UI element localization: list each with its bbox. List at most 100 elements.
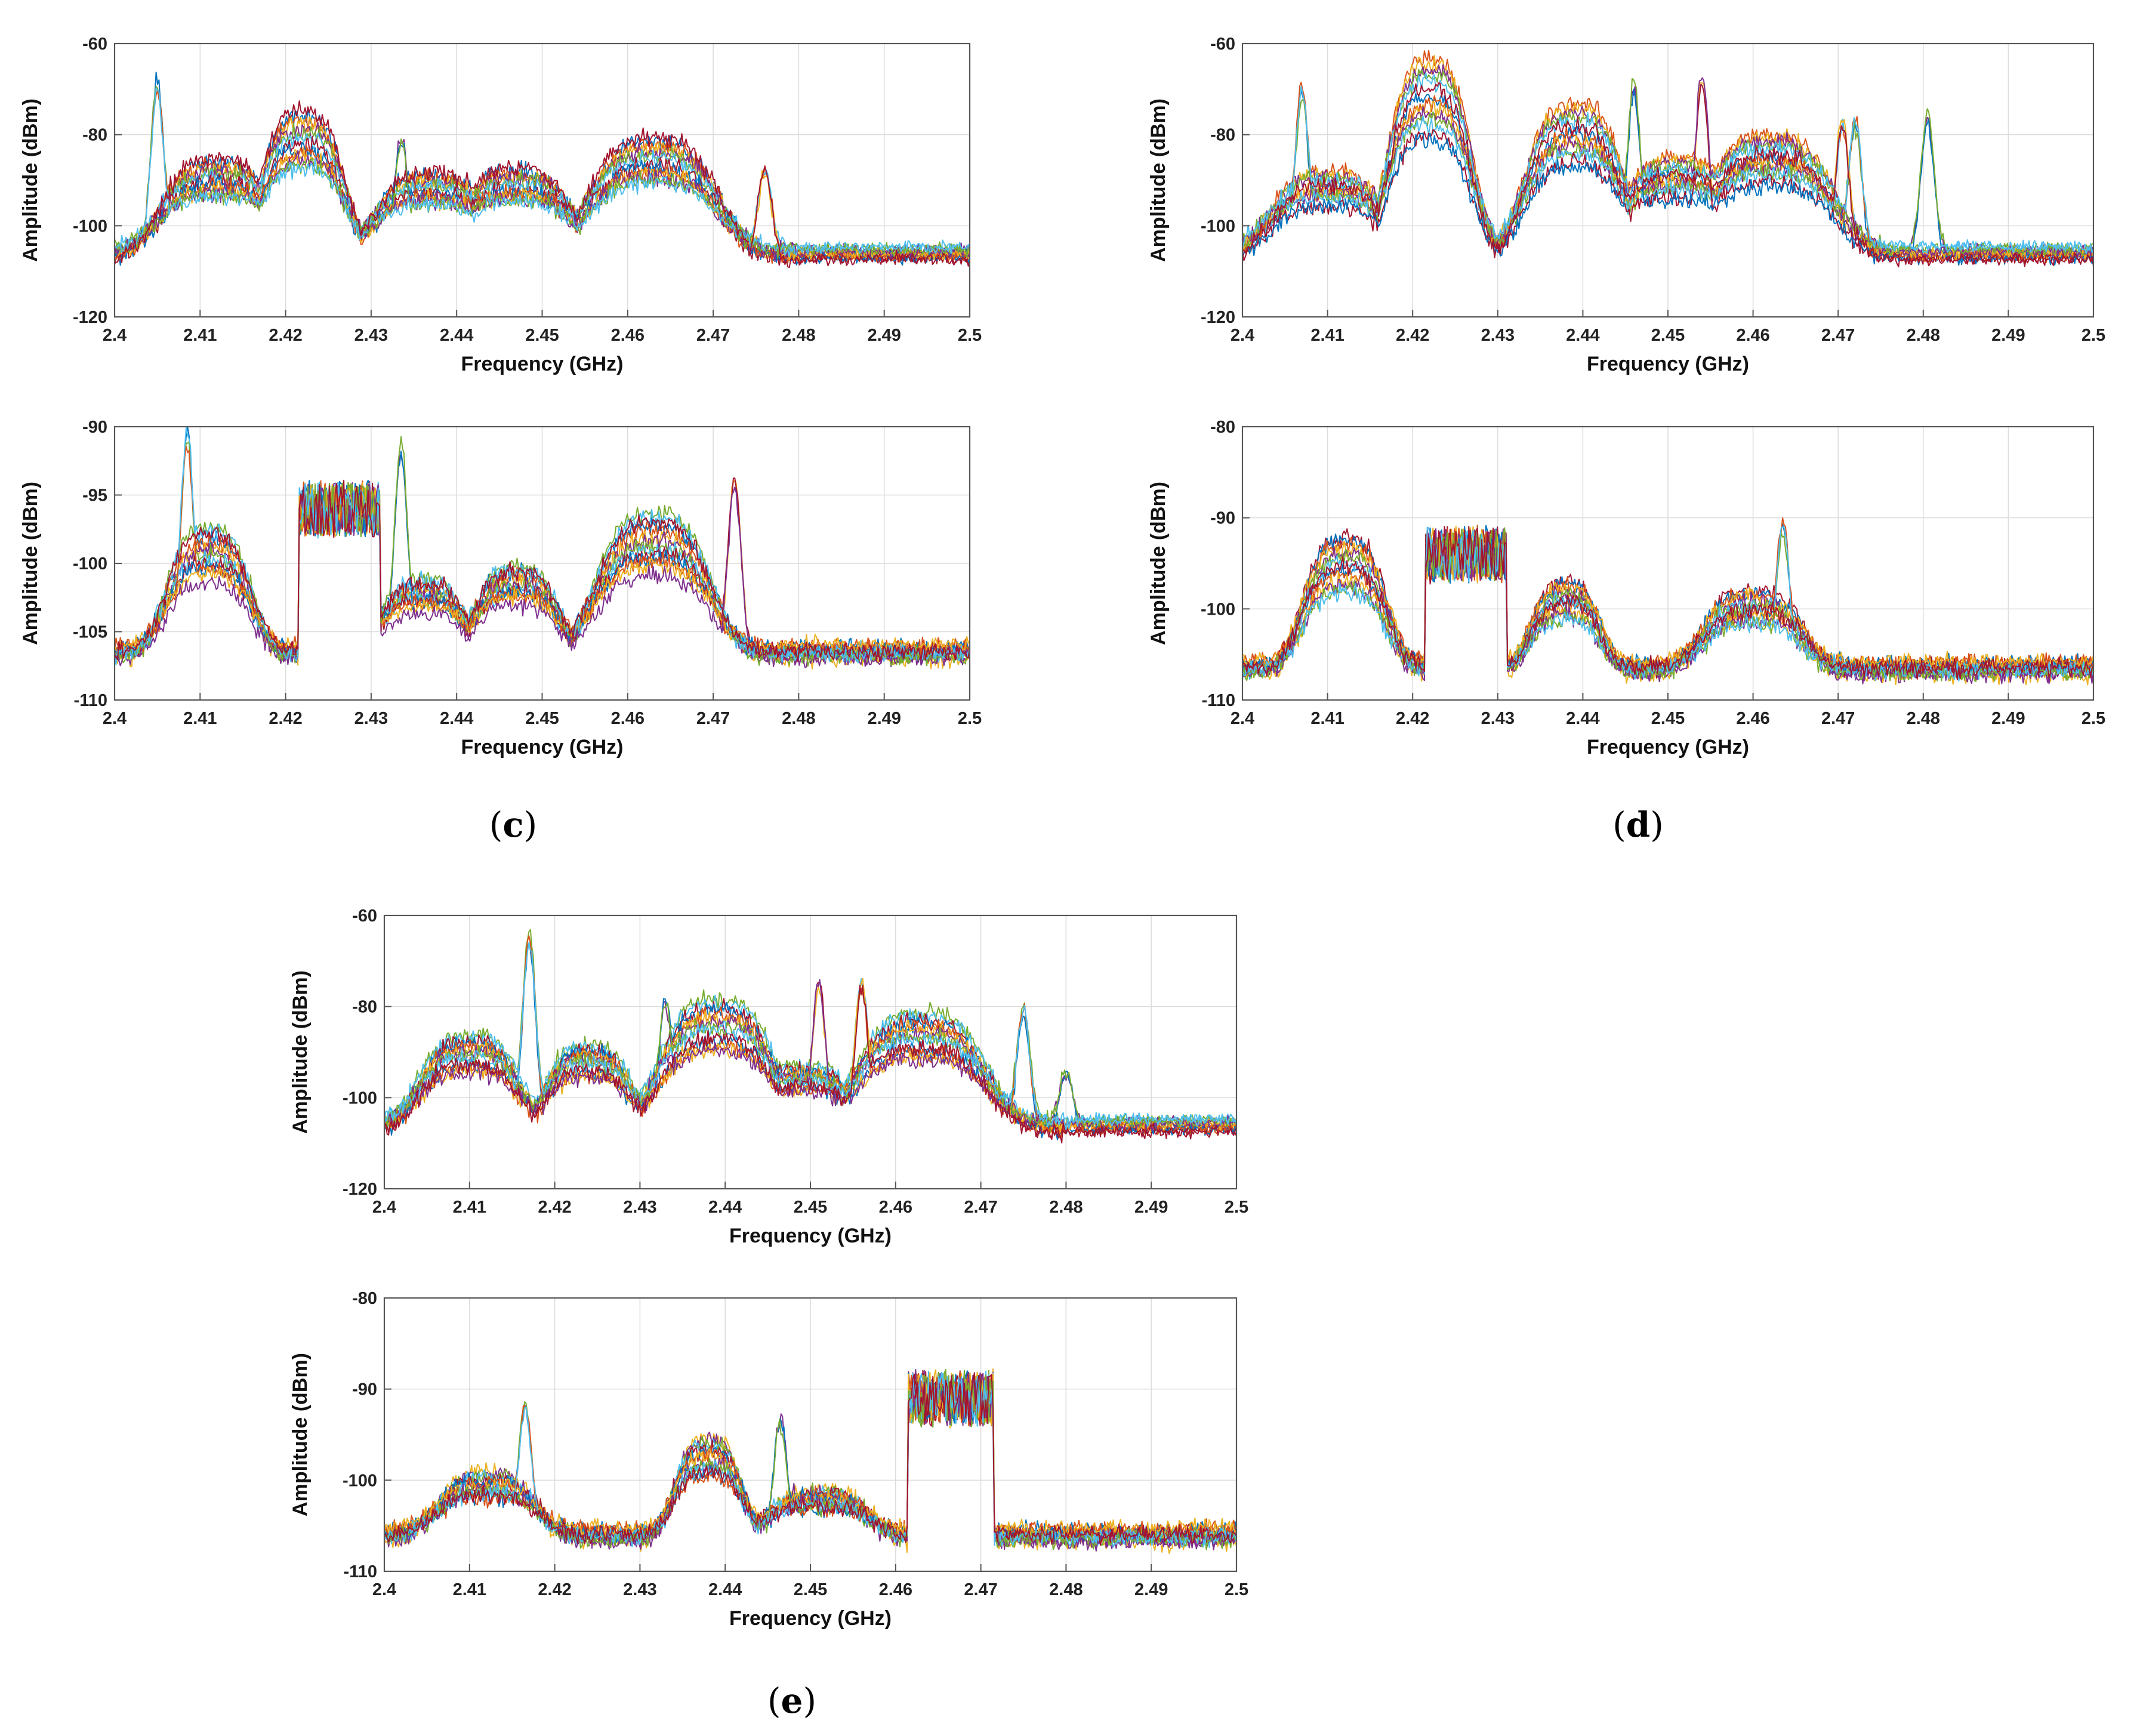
y-tick-label: -60 — [352, 906, 377, 926]
y-tick-label: -90 — [1210, 509, 1235, 528]
series-line — [115, 483, 970, 657]
series-group — [384, 1368, 1236, 1554]
series-group — [384, 929, 1236, 1144]
x-tick-label: 2.43 — [623, 1580, 656, 1599]
chart-d-bottom: 2.4 2.41 2.42 2.43 2.44 2.45 2.46 2.47 2.48 2.49 2… — [1147, 418, 2105, 758]
y-axis-label: Amplitude (dBm) — [19, 482, 42, 645]
y-tick-label: -100 — [1201, 600, 1235, 619]
series-group — [1242, 517, 2093, 686]
x-tick-label: 2.5 — [2082, 326, 2105, 345]
x-tick-label: 2.47 — [696, 326, 730, 345]
x-tick-label: 2.42 — [538, 1580, 571, 1599]
x-tick-label: 2.46 — [879, 1198, 912, 1217]
x-tick-label: 2.44 — [708, 1580, 742, 1599]
x-tick-label: 2.47 — [1821, 709, 1855, 728]
series-line — [1242, 88, 2093, 266]
y-tick-label: -80 — [352, 1289, 377, 1308]
x-tick-label: 2.4 — [372, 1198, 396, 1217]
series-line — [1242, 526, 2093, 672]
x-tick-label: 2.47 — [964, 1198, 997, 1217]
y-axis-label: Amplitude (dBm) — [289, 1353, 312, 1516]
y-tick-label: -80 — [352, 998, 377, 1017]
series-line — [115, 479, 970, 662]
y-tick-label: -60 — [82, 35, 107, 54]
x-axis-label: Frequency (GHz) — [729, 1607, 892, 1630]
series-line — [384, 978, 1236, 1133]
series-line — [115, 138, 970, 259]
series-line — [1242, 528, 2093, 680]
y-tick-label: -120 — [343, 1180, 377, 1199]
series-group — [115, 427, 970, 670]
y-tick-label: -60 — [1210, 35, 1235, 54]
x-tick-label: 2.47 — [696, 709, 730, 728]
x-tick-label: 2.41 — [1310, 709, 1344, 728]
y-tick-label: -90 — [82, 418, 107, 437]
x-tick-label: 2.47 — [1821, 326, 1855, 345]
x-tick-label: 2.42 — [1396, 326, 1429, 345]
x-tick-label: 2.49 — [1991, 326, 2025, 345]
x-tick-label: 2.45 — [1651, 326, 1685, 345]
series-line — [1242, 72, 2093, 255]
y-tick-label: -90 — [352, 1380, 377, 1399]
x-tick-label: 2.43 — [1481, 709, 1515, 728]
series-line — [115, 87, 970, 257]
series-group — [115, 72, 970, 269]
x-tick-label: 2.43 — [354, 709, 388, 728]
x-tick-label: 2.44 — [440, 709, 473, 728]
series-line — [384, 1371, 1236, 1548]
x-tick-label: 2.41 — [183, 709, 217, 728]
x-tick-label: 2.44 — [1566, 709, 1599, 728]
y-tick-label: -120 — [1201, 308, 1235, 327]
x-tick-label: 2.5 — [1225, 1198, 1248, 1217]
series-group — [1242, 50, 2093, 267]
x-tick-label: 2.42 — [269, 326, 302, 345]
x-tick-label: 2.43 — [623, 1198, 656, 1217]
x-tick-label: 2.46 — [611, 709, 645, 728]
y-tick-label: -80 — [1210, 418, 1235, 437]
x-axis-label: Frequency (GHz) — [1587, 353, 1749, 375]
x-tick-label: 2.45 — [1651, 709, 1685, 728]
x-tick-label: 2.49 — [867, 326, 901, 345]
chart-d-top: 2.4 2.41 2.42 2.43 2.44 2.45 2.46 2.47 2.48 2.49 2… — [1147, 35, 2105, 375]
series-line — [1242, 526, 2093, 682]
x-axis-label: Frequency (GHz) — [461, 353, 623, 375]
x-tick-label: 2.4 — [372, 1580, 396, 1599]
y-tick-label: -100 — [343, 1089, 377, 1108]
x-tick-label: 2.44 — [440, 326, 473, 345]
x-tick-label: 2.48 — [1049, 1580, 1083, 1599]
x-tick-label: 2.49 — [1134, 1580, 1168, 1599]
x-tick-label: 2.45 — [794, 1198, 827, 1217]
panel-label-e: (e) — [767, 1681, 816, 1721]
chart-c-bottom: 2.4 2.41 2.42 2.43 2.44 2.45 2.46 2.47 2.48 2.49 2… — [19, 418, 982, 758]
series-line — [115, 90, 970, 264]
y-tick-label: -95 — [82, 486, 107, 505]
x-tick-label: 2.5 — [1225, 1580, 1248, 1599]
x-tick-label: 2.5 — [958, 709, 982, 728]
x-tick-label: 2.48 — [1907, 326, 1940, 345]
x-tick-label: 2.49 — [867, 709, 901, 728]
x-tick-label: 2.43 — [1481, 326, 1515, 345]
x-tick-label: 2.4 — [1231, 709, 1254, 728]
y-tick-label: -110 — [1202, 691, 1235, 710]
series-line — [384, 985, 1236, 1144]
panel-label-d: (d) — [1612, 804, 1664, 845]
x-tick-label: 2.46 — [879, 1580, 912, 1599]
x-tick-label: 2.42 — [1396, 709, 1429, 728]
x-tick-label: 2.48 — [1907, 709, 1940, 728]
x-axis-label: Frequency (GHz) — [729, 1225, 892, 1247]
x-tick-label: 2.46 — [1736, 326, 1769, 345]
y-tick-label: -110 — [74, 691, 107, 710]
series-line — [384, 1372, 1236, 1546]
x-tick-label: 2.42 — [269, 709, 302, 728]
x-tick-label: 2.45 — [525, 709, 559, 728]
chart-e-bottom: 2.4 2.41 2.42 2.43 2.44 2.45 2.46 2.47 2.48 2.49 2… — [289, 1289, 1248, 1630]
x-axis-label: Frequency (GHz) — [461, 736, 623, 758]
y-tick-label: -100 — [1201, 217, 1235, 236]
x-tick-label: 2.47 — [964, 1580, 997, 1599]
y-axis-label: Amplitude (dBm) — [289, 970, 312, 1134]
x-tick-label: 2.49 — [1134, 1198, 1168, 1217]
x-tick-label: 2.4 — [103, 326, 127, 345]
x-tick-label: 2.42 — [538, 1198, 571, 1217]
chart-e-top: 2.4 2.41 2.42 2.43 2.44 2.45 2.46 2.47 2.48 2.49 2… — [289, 906, 1248, 1247]
